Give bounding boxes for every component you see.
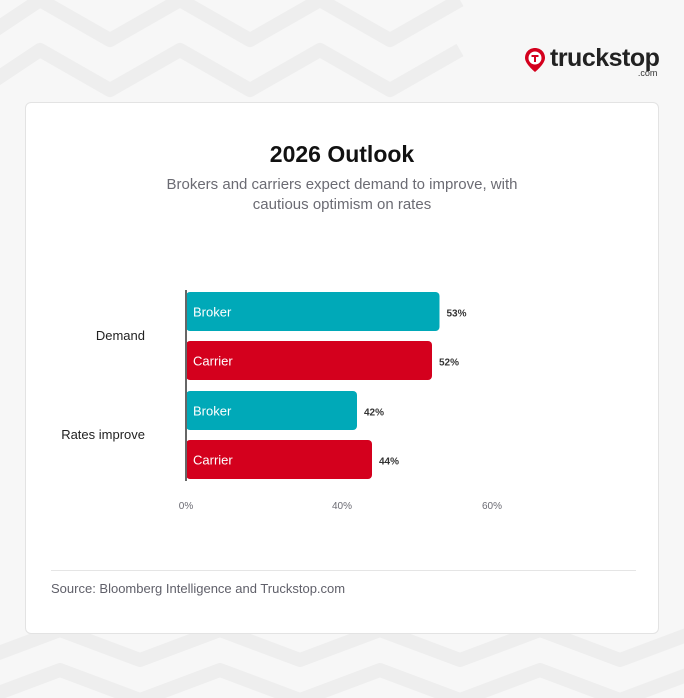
bar-series-label: Carrier: [193, 354, 233, 369]
bar-series-label: Broker: [193, 404, 232, 419]
truckstop-logo: truckstop .com: [524, 44, 660, 78]
footer-divider: [51, 570, 636, 571]
data-label: 53%: [447, 309, 467, 320]
bar-broker-0: [186, 292, 440, 331]
x-tick-label: 40%: [332, 501, 352, 512]
bar-carrier-1: [186, 440, 372, 479]
data-label: 52%: [439, 358, 459, 369]
data-label: 44%: [379, 457, 399, 468]
bar-broker-1: [186, 391, 357, 430]
bar-chart: Broker 53% Carrier 52% Demand Broker 42% Carrie…: [61, 290, 502, 512]
bar-series-label: Carrier: [193, 453, 233, 468]
chart-subtitle: Brokers and carriers expect demand to im…: [166, 176, 518, 213]
source-note: Source: Bloomberg Intelligence and Truck…: [51, 581, 346, 596]
category-label: Rates improve: [61, 427, 145, 442]
x-tick-label: 60%: [482, 501, 502, 512]
bar-series-label: Broker: [193, 305, 232, 320]
chart-title: 2026 Outlook: [269, 141, 415, 167]
logo-wordmark: truckstop: [550, 44, 660, 72]
chart-card: 2026 Outlook Brokers and carriers expect…: [25, 102, 659, 634]
x-tick-label: 0%: [179, 501, 194, 512]
map-pin-logo-icon: [525, 48, 545, 72]
data-label: 42%: [364, 408, 384, 419]
bar-carrier-0: [186, 341, 432, 380]
category-label: Demand: [96, 328, 145, 343]
logo-suffix: .com: [637, 68, 658, 78]
